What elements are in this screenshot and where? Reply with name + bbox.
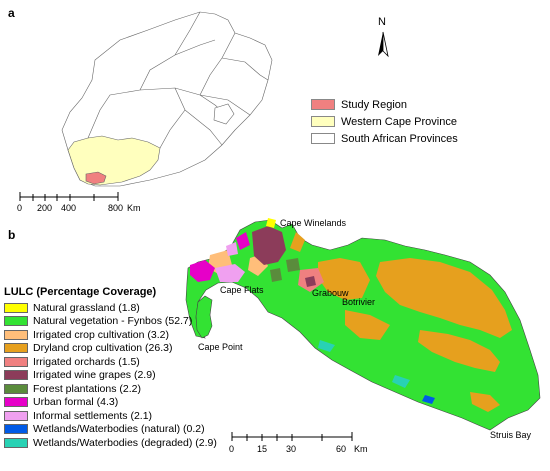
legend-swatch [4,302,28,313]
scale-bar-b [231,432,353,441]
place-cape-point: Cape Point [198,342,243,352]
legend-label: Irrigated crop cultivation (3.2) [33,328,169,341]
legend-label: Informal settlements (2.1) [33,409,153,422]
legend-label: Wetlands/Waterbodies (natural) (0.2) [33,423,205,436]
legend-b: LULC (Percentage Coverage) Natural grass… [4,286,217,450]
scale-b-tick-60: 60 [336,444,347,454]
legend-label: Irrigated orchards (1.5) [33,355,140,368]
scale-a-tick-0: 0 [17,203,23,213]
scale-b-tick-0: 0 [229,444,235,454]
panel-label-a: a [8,6,15,20]
place-botrivier: Botrivier [342,297,376,307]
legend-label: Natural grassland (1.8) [33,301,140,314]
legend-a-item: Western Cape Province [311,114,458,129]
legend-b-item: Natural vegetation - Fynbos (52.7) [4,315,217,329]
scale-a-unit: Km [127,203,141,213]
legend-swatch [4,356,28,367]
legend-swatch [311,133,335,144]
scale-b-tick-30: 30 [286,444,297,454]
legend-b-item: Informal settlements (2.1) [4,409,217,423]
legend-b-item: Urban formal (4.3) [4,396,217,410]
scale-bar-a [19,192,119,201]
legend-label: Natural vegetation - Fynbos (52.7) [33,315,193,328]
legend-swatch [4,383,28,394]
scale-a-tick-800: 800 [108,203,124,213]
legend-swatch [4,437,28,448]
legend-swatch [4,410,28,421]
legend-swatch [4,370,28,381]
legend-b-item: Dryland crop cultivation (26.3) [4,342,217,356]
place-cape-winelands: Cape Winelands [280,218,347,228]
legend-b-item: Natural grassland (1.8) [4,301,217,315]
legend-b-title: LULC (Percentage Coverage) [4,286,157,298]
place-grabouw: Grabouw [312,288,349,298]
legend-label: Wetlands/Waterbodies (degraded) (2.9) [33,436,217,449]
legend-a: Study Region Western Cape Province South… [311,97,458,148]
legend-label: Western Cape Province [341,115,457,128]
legend-label: Irrigated wine grapes (2.9) [33,369,156,382]
study-region-a [85,171,107,185]
legend-label: Study Region [341,98,408,111]
legend-swatch [4,343,28,354]
legend-swatch [4,316,28,327]
north-arrow [378,31,389,58]
legend-swatch [4,424,28,435]
south-africa-map [61,11,273,187]
legend-swatch [311,99,335,110]
scale-b-tick-15: 15 [257,444,268,454]
legend-b-item: Irrigated wine grapes (2.9) [4,369,217,383]
legend-b-item: Forest plantations (2.2) [4,382,217,396]
legend-a-item: South African Provinces [311,131,458,146]
panel-label-b: b [8,228,16,242]
legend-label: Urban formal (4.3) [33,396,119,409]
legend-a-item: Study Region [311,97,458,112]
legend-b-item: Irrigated crop cultivation (3.2) [4,328,217,342]
scale-a-tick-400: 400 [61,203,77,213]
legend-b-item: Wetlands/Waterbodies (degraded) (2.9) [4,436,217,450]
legend-label: Forest plantations (2.2) [33,382,141,395]
legend-label: South African Provinces [341,132,458,145]
north-label: N [378,16,386,28]
place-cape-flats: Cape Flats [220,285,264,295]
legend-swatch [4,397,28,408]
legend-swatch [311,116,335,127]
legend-swatch [4,329,28,340]
western-cape-region [67,135,161,186]
legend-label: Dryland crop cultivation (26.3) [33,342,173,355]
study-region-map [185,218,541,431]
scale-a-tick-200: 200 [37,203,53,213]
place-struis-bay: Struis Bay [490,430,532,440]
legend-b-item: Irrigated orchards (1.5) [4,355,217,369]
scale-b-unit: Km [354,444,368,454]
cape-peninsula [195,295,213,339]
legend-b-item: Wetlands/Waterbodies (natural) (0.2) [4,423,217,437]
